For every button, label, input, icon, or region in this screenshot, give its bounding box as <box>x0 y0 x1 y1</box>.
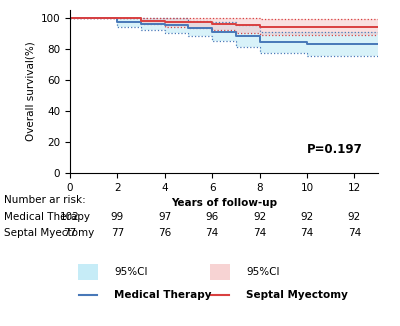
Text: 92: 92 <box>300 212 314 222</box>
Text: Medical Therapy: Medical Therapy <box>4 212 90 222</box>
Text: 92: 92 <box>348 212 361 222</box>
Text: Medical Therapy: Medical Therapy <box>114 290 212 300</box>
Text: 102: 102 <box>60 212 80 222</box>
Text: Septal Myectomy: Septal Myectomy <box>246 290 348 300</box>
Text: Number ar risk:: Number ar risk: <box>4 196 86 205</box>
Text: Septal Myectomy: Septal Myectomy <box>4 228 94 238</box>
Text: 74: 74 <box>348 228 361 238</box>
Text: 74: 74 <box>206 228 219 238</box>
Text: 77: 77 <box>111 228 124 238</box>
Text: 74: 74 <box>300 228 314 238</box>
Text: 76: 76 <box>158 228 171 238</box>
Text: P=0.197: P=0.197 <box>307 143 362 156</box>
Y-axis label: Overall survival(%): Overall survival(%) <box>25 41 35 141</box>
Text: 96: 96 <box>206 212 219 222</box>
Text: 99: 99 <box>111 212 124 222</box>
Text: 95%CI: 95%CI <box>114 267 148 277</box>
Text: 74: 74 <box>253 228 266 238</box>
Text: 92: 92 <box>253 212 266 222</box>
Text: 95%CI: 95%CI <box>246 267 280 277</box>
Text: 77: 77 <box>63 228 77 238</box>
X-axis label: Years of follow-up: Years of follow-up <box>171 198 277 208</box>
Text: 97: 97 <box>158 212 171 222</box>
